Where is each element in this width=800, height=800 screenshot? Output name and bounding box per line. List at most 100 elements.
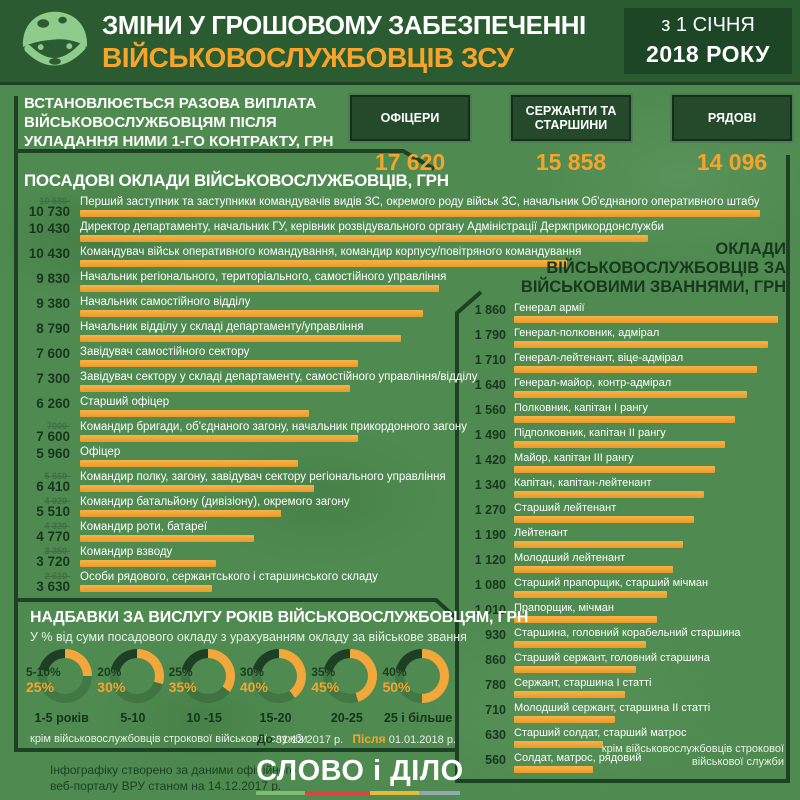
before-percent: 20%: [97, 665, 122, 679]
new-value: 9 380: [36, 296, 70, 311]
bar: [514, 466, 716, 473]
new-value: 1 120: [474, 553, 506, 567]
new-value: 7 300: [36, 371, 70, 386]
bar: [80, 485, 315, 492]
bar-row: 1 120 Молодший лейтенант: [462, 552, 792, 577]
bar-row: 1 790 Генерал-полковник, адмірал: [462, 327, 792, 352]
bar-main: Лейтенант: [514, 527, 778, 548]
date-line1: з 1 СІЧНЯ: [661, 14, 755, 36]
bar-value: 4 320- 4 770: [14, 521, 80, 544]
new-value: 7 600: [36, 429, 70, 444]
bar-value: 930: [462, 627, 514, 642]
bar: [80, 310, 423, 317]
bar-main: Полковник, капітан I рангу: [514, 402, 778, 423]
bar-value: 3 350- 3 720: [14, 546, 80, 569]
bar-label: Завідувач сектору у складі департаменту,…: [80, 371, 478, 383]
bar-main: Сержант, старшина I статті: [514, 677, 778, 698]
bar: [80, 385, 351, 392]
bar-value: 5 660- 6 410: [14, 471, 80, 494]
bar-label: Генерал-полковник, адмірал: [514, 327, 660, 339]
bar: [80, 335, 402, 342]
bar-label: Генерал армії: [514, 302, 585, 314]
category-privates: РЯДОВІ 14 096: [670, 93, 794, 176]
bar-value: 1 710: [462, 352, 514, 367]
before-percent: 5-10%: [26, 665, 61, 679]
new-value: 1 790: [474, 328, 506, 342]
bar: [514, 591, 668, 598]
bar-row: 710 Молодший сержант, старшина II статті: [462, 702, 792, 727]
logo-underline-segment: [370, 791, 420, 795]
period-label: 15-20: [259, 711, 292, 725]
period-label: 20-25: [330, 711, 363, 725]
source-line1: Інфографіку створено за даними офіційног…: [50, 763, 297, 777]
new-value: 5 510: [36, 504, 70, 519]
new-value: 1 340: [474, 478, 506, 492]
new-value: 3 630: [36, 579, 70, 594]
new-value: 930: [485, 628, 506, 642]
donut-labels: 35% 45%: [311, 666, 339, 694]
bar-value: 9 380: [14, 296, 80, 311]
bar-value: 1 640: [462, 377, 514, 392]
category-officers: ОФІЦЕРИ 17 620: [348, 93, 472, 176]
bar-value: 1 560: [462, 402, 514, 417]
bar-row: 10 580- 10 730 Перший заступник та заступн…: [14, 196, 790, 221]
legend-before-word: До: [256, 732, 273, 746]
bar-label: Полковник, капітан I рангу: [514, 402, 648, 414]
bar-value: 780: [462, 677, 514, 692]
bar-main: Майор, капітан III рангу: [514, 452, 778, 473]
date-line2: 2018 РОКУ: [646, 41, 770, 67]
bar-row: 780 Сержант, старшина I статті: [462, 677, 792, 702]
bar: [80, 360, 358, 367]
logo-underline-segment: [256, 791, 305, 795]
bonus-donuts: 5-10% 25% 20% 30% 25% 35% 30% 40% 35% 45% 40% 50%: [26, 649, 454, 707]
bar-main: Молодший лейтенант: [514, 552, 778, 573]
bar: [514, 391, 747, 398]
bar-label: Старший офіцер: [80, 396, 170, 408]
new-value: 710: [485, 703, 506, 717]
bar-value: 2 610- 3 630: [14, 571, 80, 594]
ranks-chart-title: ОКЛАДИ ВІЙСЬКОВОСЛУЖБОВЦІВ ЗА ВІЙСЬКОВИМ…: [476, 240, 786, 297]
bar: [514, 641, 646, 648]
seniority-donut: 40% 50%: [382, 649, 453, 707]
donut-labels: 20% 30%: [97, 666, 125, 694]
ranks-chart: 1 860 Генерал армії 1 790 Генерал-полковник…: [462, 302, 792, 777]
logo-underline: [256, 791, 460, 795]
bar-value: 630: [462, 727, 514, 742]
new-value: 4 770: [36, 529, 70, 544]
bar: [80, 560, 217, 567]
new-value: 3 720: [36, 554, 70, 569]
bar: [514, 666, 636, 673]
bar: [514, 516, 695, 523]
bar-label: Старший сержант, головний старшина: [514, 652, 710, 664]
bar-label: Начальник відділу у складі департаменту/…: [80, 321, 364, 333]
bar-main: Завідувач сектору у складі департаменту,…: [80, 371, 478, 392]
after-percent: 40%: [239, 679, 268, 695]
bar-row: 1 560 Полковник, капітан I рангу: [462, 402, 792, 427]
bar-row: 1 860 Генерал армії: [462, 302, 792, 327]
bar-main: Начальник самостійного відділу: [80, 296, 472, 317]
bar-main: Генерал армії: [514, 302, 778, 323]
ranks-title-line1: ОКЛАДИ: [715, 240, 786, 258]
bar-value: 1 120: [462, 552, 514, 567]
period-label: 5-10: [120, 711, 146, 725]
before-percent: 40%: [382, 665, 407, 679]
category-sergeants: СЕРЖАНТИ ТА СТАРШИНИ 15 858: [509, 93, 633, 176]
mascot-helmet-icon: [22, 11, 88, 66]
bar-label: Майор, капітан III рангу: [514, 452, 634, 464]
bar-value: 1 190: [462, 527, 514, 542]
bar-label: Завідувач самостійного сектору: [80, 346, 250, 358]
bar-label: Начальник самостійного відділу: [80, 296, 251, 308]
bonus-periods: 1-5 років 5-10 10 -15 15-20 20-25 25 і більше: [26, 711, 454, 725]
bar: [80, 435, 358, 442]
bar-main: Завідувач самостійного сектору: [80, 346, 472, 367]
after-percent: 30%: [97, 679, 126, 695]
bar-label: Старший лейтенант: [514, 502, 617, 514]
bar-row: 860 Старший сержант, головний старшина: [462, 652, 792, 677]
bar-value: 5 960: [14, 446, 80, 461]
after-percent: 50%: [382, 679, 411, 695]
category-privates-box: РЯДОВІ: [670, 93, 794, 143]
page-title: ЗМІНИ У ГРОШОВОМУ ЗАБЕЗПЕЧЕННІ ВІЙСЬКОВО…: [102, 12, 586, 72]
bar-row: 1 270 Старший лейтенант: [462, 502, 792, 527]
before-percent: 35%: [311, 665, 336, 679]
